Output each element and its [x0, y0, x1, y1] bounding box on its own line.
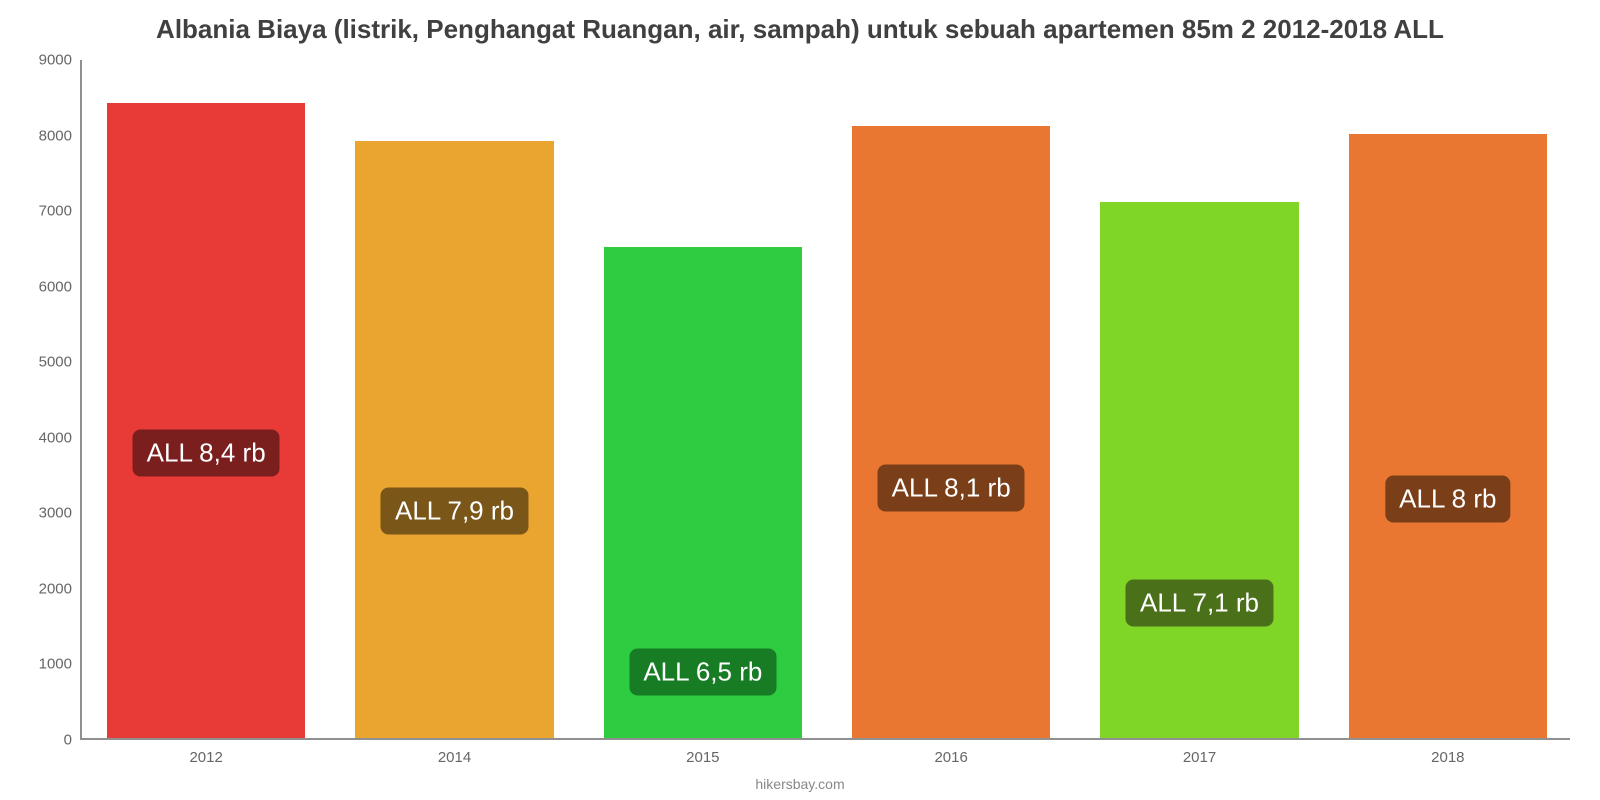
x-tick-label: 2016 [934, 749, 967, 766]
y-tick-label: 0 [22, 732, 72, 749]
bar-value-label: ALL 8,4 rb [133, 430, 280, 477]
bar: ALL 8,4 rb [107, 103, 306, 738]
x-tick-label: 2014 [438, 749, 471, 766]
bar: ALL 6,5 rb [604, 247, 803, 738]
bar-value-label: ALL 7,9 rb [381, 487, 528, 534]
bar: ALL 7,1 rb [1100, 202, 1299, 738]
y-tick-label: 1000 [22, 656, 72, 673]
y-tick-label: 9000 [22, 52, 72, 69]
bar-value-label: ALL 7,1 rb [1126, 579, 1273, 626]
x-tick-label: 2012 [189, 749, 222, 766]
bar-value-label: ALL 6,5 rb [629, 648, 776, 695]
x-tick-label: 2017 [1183, 749, 1216, 766]
bar: ALL 8 rb [1349, 134, 1548, 738]
x-tick-label: 2015 [686, 749, 719, 766]
x-tick-label: 2018 [1431, 749, 1464, 766]
bar: ALL 8,1 rb [852, 126, 1051, 738]
chart-footer: hikersbay.com [0, 776, 1600, 792]
y-tick-label: 5000 [22, 354, 72, 371]
bar-value-label: ALL 8 rb [1385, 476, 1510, 523]
y-tick-label: 2000 [22, 580, 72, 597]
y-tick-label: 4000 [22, 429, 72, 446]
plot-area: 0100020003000400050006000700080009000201… [80, 60, 1570, 740]
bar-value-label: ALL 8,1 rb [878, 464, 1025, 511]
y-tick-label: 6000 [22, 278, 72, 295]
y-tick-label: 7000 [22, 203, 72, 220]
y-tick-label: 3000 [22, 505, 72, 522]
y-tick-label: 8000 [22, 127, 72, 144]
bar-chart: Albania Biaya (listrik, Penghangat Ruang… [0, 0, 1600, 800]
bar: ALL 7,9 rb [355, 141, 554, 738]
chart-title: Albania Biaya (listrik, Penghangat Ruang… [0, 0, 1600, 45]
